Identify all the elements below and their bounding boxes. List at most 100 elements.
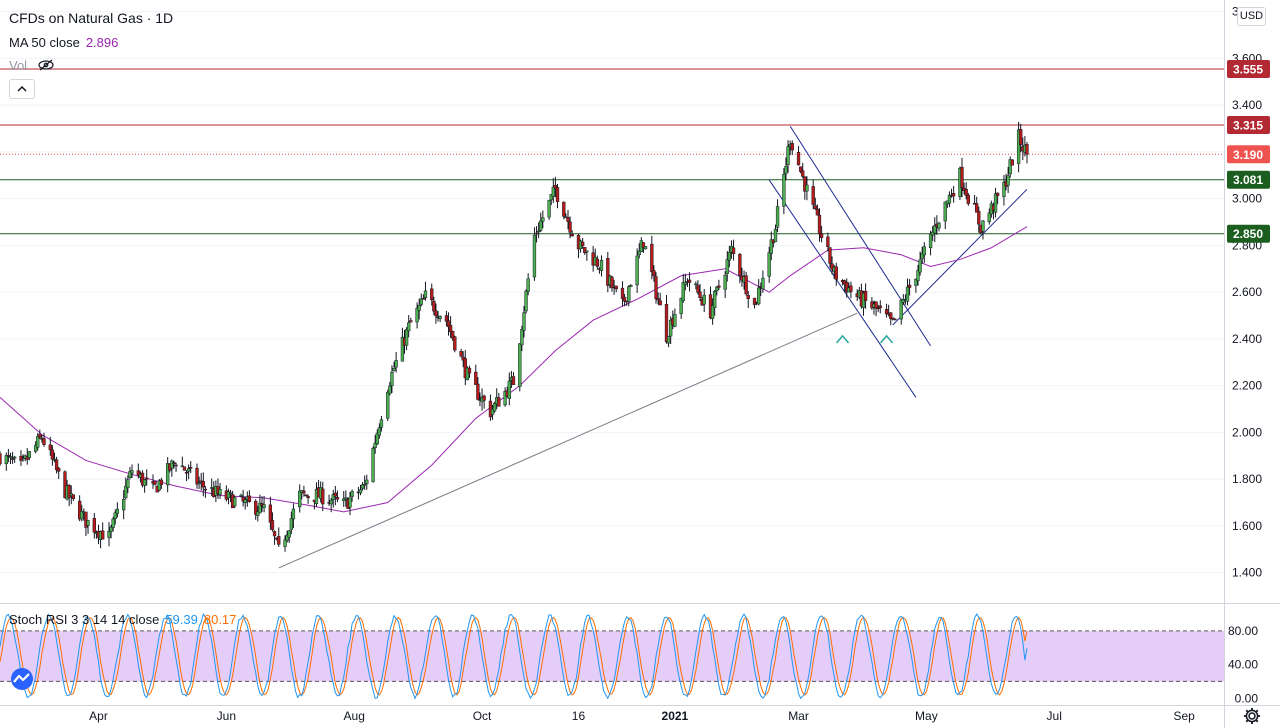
candle	[157, 479, 161, 492]
candle	[698, 283, 702, 302]
candle	[641, 242, 646, 253]
candle	[1025, 141, 1029, 164]
candle-body	[828, 247, 832, 264]
candle-body	[790, 143, 794, 151]
candle-body	[922, 246, 926, 256]
candle-body	[1010, 159, 1014, 166]
candle-body	[48, 444, 52, 451]
candle	[805, 176, 809, 201]
candle-body	[86, 520, 90, 526]
candle	[863, 283, 868, 309]
candle	[1008, 156, 1012, 178]
candle	[710, 298, 715, 325]
candle-body	[333, 492, 337, 497]
symbol-title[interactable]: CFDs on Natural Gas · 1D	[9, 10, 173, 26]
candle	[819, 225, 824, 243]
candle-body	[536, 230, 541, 233]
candle-body	[503, 391, 507, 406]
candle	[555, 183, 560, 209]
candle-body	[1019, 129, 1023, 145]
candle	[277, 527, 281, 547]
candle	[228, 489, 233, 503]
candle-body	[966, 194, 970, 204]
candle-body	[534, 232, 539, 235]
candle-body	[863, 290, 868, 301]
candle	[541, 210, 545, 229]
candle-body	[262, 504, 266, 508]
candle	[933, 217, 937, 243]
trendline	[768, 179, 917, 398]
time-tick-label: Jul	[1047, 709, 1062, 723]
settings-gear-icon[interactable]	[1242, 706, 1262, 726]
candle	[673, 308, 677, 328]
candle	[782, 168, 786, 215]
candle-body	[622, 297, 627, 302]
candle	[922, 242, 926, 263]
eye-hidden-icon[interactable]	[37, 59, 55, 71]
candle-body	[122, 499, 126, 511]
candle-body	[453, 336, 457, 351]
candle	[723, 271, 727, 299]
candle	[33, 441, 38, 454]
collapse-legend-button[interactable]	[9, 79, 35, 99]
candle	[599, 255, 604, 277]
candle-body	[643, 246, 648, 250]
candle	[331, 489, 335, 508]
candle-body	[304, 494, 308, 497]
candle-body	[291, 508, 296, 520]
candle-body	[272, 531, 277, 537]
trendline	[278, 312, 858, 569]
candle-body	[1016, 129, 1021, 164]
currency-button[interactable]: USD	[1237, 7, 1266, 26]
candle	[432, 296, 436, 316]
candle-body	[298, 490, 302, 508]
candle	[916, 264, 920, 286]
candle-body	[421, 298, 426, 300]
candle	[448, 316, 453, 338]
candle-body	[124, 485, 128, 498]
candle	[679, 297, 683, 319]
vol-legend[interactable]: Vol	[9, 58, 55, 73]
stoch-legend[interactable]: Stoch RSI 3 3 14 14 close 59.39 80.17	[9, 612, 236, 627]
candle	[786, 140, 790, 173]
candle	[423, 281, 428, 301]
candle	[681, 273, 685, 303]
candle-body	[417, 304, 421, 311]
tradingview-logo[interactable]	[8, 668, 36, 690]
candle	[585, 250, 589, 261]
candle-body	[801, 170, 805, 177]
candle	[306, 494, 310, 504]
candle-body	[784, 165, 788, 174]
candle	[977, 206, 981, 233]
candle	[258, 494, 262, 514]
stoch-lines	[0, 612, 1028, 700]
candle-body	[92, 518, 96, 533]
candle-body	[539, 220, 543, 231]
candle-body	[492, 402, 497, 412]
candle	[656, 292, 660, 305]
candle-body	[673, 314, 677, 327]
candle-body	[916, 269, 920, 281]
candle-body	[241, 497, 245, 502]
candle-body	[482, 395, 486, 401]
candle-body	[614, 285, 618, 290]
candle	[775, 199, 780, 233]
candle	[124, 477, 128, 500]
candle-body	[549, 194, 553, 201]
candle	[434, 303, 438, 324]
candle	[285, 530, 289, 543]
candle	[981, 220, 985, 240]
candle	[291, 503, 296, 528]
candle	[182, 466, 187, 471]
candle	[1006, 166, 1010, 194]
ma-legend[interactable]: MA 50 close 2.896	[9, 35, 118, 50]
candle-body	[993, 193, 998, 213]
candle-body	[25, 456, 29, 460]
candle-body	[283, 539, 287, 547]
candle-body	[568, 221, 572, 233]
candle-body	[769, 239, 773, 254]
candle	[738, 252, 742, 284]
candle-body	[126, 479, 130, 489]
candle	[233, 495, 237, 508]
